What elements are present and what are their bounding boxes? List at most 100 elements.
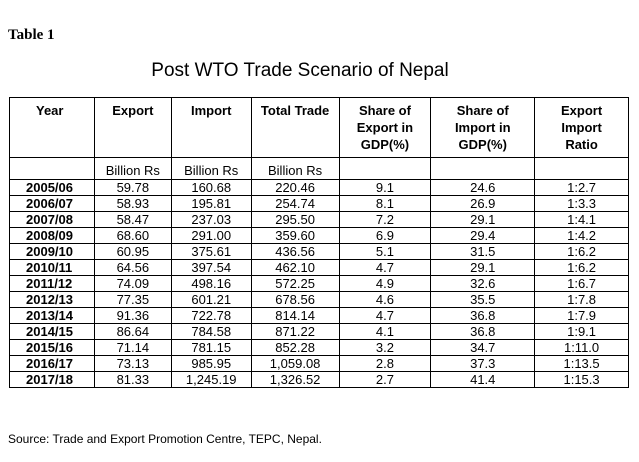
cell-import-share-gdp: 29.1	[430, 211, 536, 228]
cell-import-share-gdp: 31.5	[430, 243, 536, 260]
cell-total-trade: 852.28	[250, 339, 340, 356]
cell-export: 60.95	[93, 243, 172, 260]
cell-year: 2015/16	[9, 339, 95, 356]
cell-total-trade: 462.10	[250, 259, 340, 276]
source-note: Source: Trade and Export Promotion Centr…	[8, 432, 322, 446]
column-header-line: Year	[36, 103, 64, 118]
cell-year: 2016/17	[9, 355, 95, 372]
cell-import-share-gdp: 34.7	[430, 339, 536, 356]
cell-export-share-gdp: 4.1	[338, 323, 432, 340]
table-title: Post WTO Trade Scenario of Nepal	[151, 60, 449, 81]
cell-total-trade: 871.22	[250, 323, 340, 340]
cell-total-trade: 220.46	[250, 179, 340, 196]
unit-cell-total-trade: Billion Rs	[250, 157, 340, 180]
column-header-line: Share of	[456, 103, 509, 118]
table-row: 2006/07 58.93 195.81 254.74 8.1 26.9 1:3.3	[9, 195, 629, 212]
cell-total-trade: 1,059.08	[250, 355, 340, 372]
table-row: 2015/16 71.14 781.15 852.28 3.2 34.7 1:11.0	[9, 339, 629, 356]
cell-export: 58.47	[93, 211, 172, 228]
cell-import-share-gdp: 35.5	[430, 291, 536, 308]
table-row: 2014/15 86.64 784.58 871.22 4.1 36.8 1:9.1	[9, 323, 629, 340]
cell-total-trade: 678.56	[250, 291, 340, 308]
unit-cell-export-share-gdp	[338, 157, 432, 180]
cell-export-import-ratio: 1:13.5	[534, 355, 629, 372]
trade-table: Year Export Import Total Trade Share of Expor…	[9, 97, 629, 388]
cell-import: 781.15	[170, 339, 252, 356]
table-row: 2007/08 58.47 237.03 295.50 7.2 29.1 1:4.1	[9, 211, 629, 228]
cell-export-import-ratio: 1:3.3	[534, 195, 629, 212]
table-row: 2017/18 81.33 1,245.19 1,326.52 2.7 41.4 1:15.…	[9, 371, 629, 388]
cell-import: 237.03	[170, 211, 252, 228]
cell-export-import-ratio: 1:11.0	[534, 339, 629, 356]
table-label: Table 1	[8, 27, 55, 43]
column-header-line: Export	[112, 103, 154, 118]
cell-total-trade: 1,326.52	[250, 371, 340, 388]
cell-import-share-gdp: 32.6	[430, 275, 536, 292]
cell-export-import-ratio: 1:6.2	[534, 259, 629, 276]
cell-import: 601.21	[170, 291, 252, 308]
cell-export-share-gdp: 8.1	[338, 195, 432, 212]
cell-year: 2009/10	[9, 243, 95, 260]
cell-export-import-ratio: 1:15.3	[534, 371, 629, 388]
cell-export: 64.56	[93, 259, 172, 276]
cell-export: 81.33	[93, 371, 172, 388]
cell-import: 784.58	[170, 323, 252, 340]
cell-year: 2011/12	[9, 275, 95, 292]
cell-export-share-gdp: 2.7	[338, 371, 432, 388]
cell-export-share-gdp: 4.6	[338, 291, 432, 308]
cell-export-import-ratio: 1:7.8	[534, 291, 629, 308]
cell-export-import-ratio: 1:2.7	[534, 179, 629, 196]
column-header-line: Import	[191, 103, 232, 118]
cell-year: 2007/08	[9, 211, 95, 228]
cell-export-import-ratio: 1:9.1	[534, 323, 629, 340]
cell-export: 86.64	[93, 323, 172, 340]
cell-export: 77.35	[93, 291, 172, 308]
table-row: 2010/11 64.56 397.54 462.10 4.7 29.1 1:6.2	[9, 259, 629, 276]
column-header-export: Export	[93, 97, 172, 158]
column-header-line: Export	[560, 103, 603, 118]
cell-import: 160.68	[170, 179, 252, 196]
cell-import-share-gdp: 36.8	[430, 307, 536, 324]
cell-export: 59.78	[93, 179, 172, 196]
unit-cell-export-import-ratio	[534, 157, 629, 180]
cell-import: 375.61	[170, 243, 252, 260]
table-row: 2011/12 74.09 498.16 572.25 4.9 32.6 1:6.7	[9, 275, 629, 292]
cell-import: 498.16	[170, 275, 252, 292]
cell-import: 291.00	[170, 227, 252, 244]
column-header-line: Total Trade	[260, 103, 330, 118]
cell-import-share-gdp: 41.4	[430, 371, 536, 388]
cell-import-share-gdp: 29.1	[430, 259, 536, 276]
column-header-year: Year	[9, 97, 95, 158]
cell-export-import-ratio: 1:4.1	[534, 211, 629, 228]
column-header-line: GDP(%)	[458, 137, 507, 152]
unit-cell-import: Billion Rs	[170, 157, 252, 180]
cell-export: 71.14	[93, 339, 172, 356]
table-row: 2013/14 91.36 722.78 814.14 4.7 36.8 1:7.9	[9, 307, 629, 324]
table-row: 2008/09 68.60 291.00 359.60 6.9 29.4 1:4.2	[9, 227, 629, 244]
cell-export-import-ratio: 1:7.9	[534, 307, 629, 324]
column-header-line: Share of	[358, 103, 411, 118]
cell-export: 68.60	[93, 227, 172, 244]
column-header-import-share-gdp: Share of Import in GDP(%)	[430, 97, 536, 158]
unit-cell-export: Billion Rs	[93, 157, 172, 180]
column-header-line: Import	[561, 120, 602, 135]
cell-year: 2008/09	[9, 227, 95, 244]
cell-total-trade: 572.25	[250, 275, 340, 292]
column-header-line: Export in	[356, 120, 414, 135]
cell-export-share-gdp: 2.8	[338, 355, 432, 372]
cell-import: 397.54	[170, 259, 252, 276]
cell-year: 2012/13	[9, 291, 95, 308]
cell-export-import-ratio: 1:4.2	[534, 227, 629, 244]
cell-total-trade: 254.74	[250, 195, 340, 212]
cell-import: 1,245.19	[170, 371, 252, 388]
cell-import-share-gdp: 36.8	[430, 323, 536, 340]
column-header-line: Ratio	[565, 137, 598, 152]
cell-import-share-gdp: 29.4	[430, 227, 536, 244]
cell-total-trade: 814.14	[250, 307, 340, 324]
table-row: 2005/06 59.78 160.68 220.46 9.1 24.6 1:2.7	[9, 179, 629, 196]
table-row: 2009/10 60.95 375.61 436.56 5.1 31.5 1:6.2	[9, 243, 629, 260]
cell-total-trade: 295.50	[250, 211, 340, 228]
cell-export-share-gdp: 4.7	[338, 259, 432, 276]
table-row: 2016/17 73.13 985.95 1,059.08 2.8 37.3 1:13.5	[9, 355, 629, 372]
column-header-import: Import	[170, 97, 252, 158]
